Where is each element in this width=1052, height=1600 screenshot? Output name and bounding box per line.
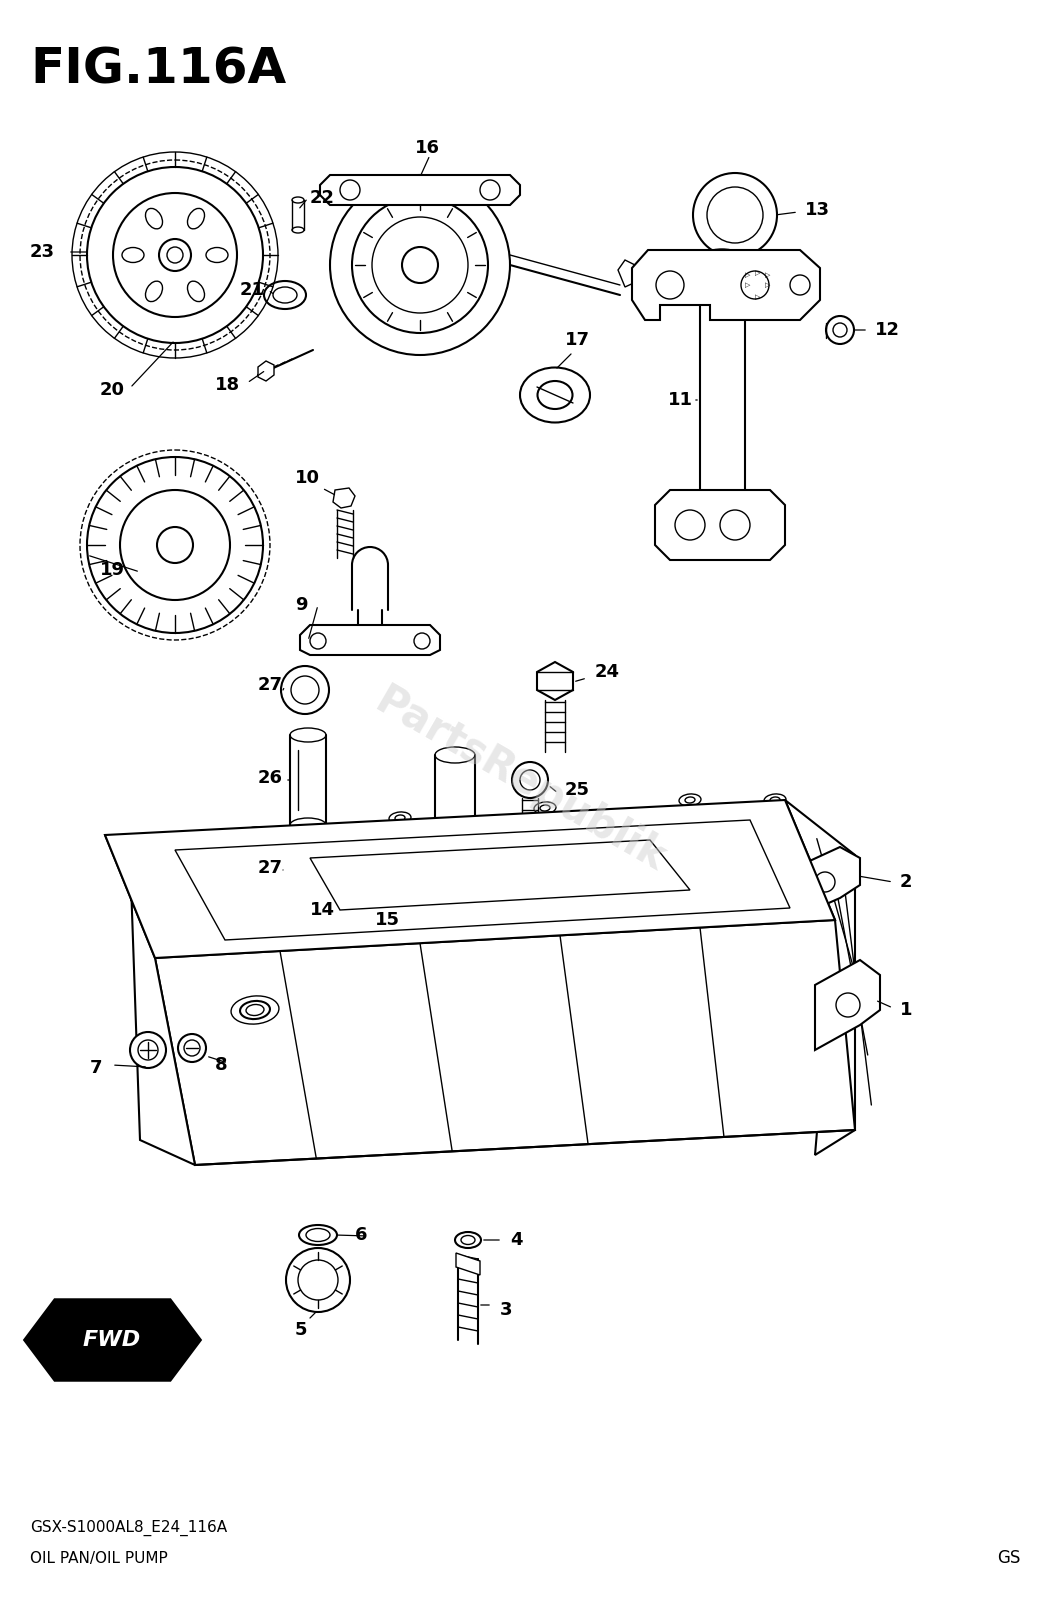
Text: 11: 11: [668, 390, 693, 410]
Text: 1: 1: [901, 1002, 912, 1019]
Text: 14: 14: [310, 901, 335, 918]
Circle shape: [402, 246, 438, 283]
Circle shape: [826, 317, 854, 344]
Text: 27: 27: [258, 675, 283, 694]
Text: ▷: ▷: [755, 294, 761, 301]
Text: 16: 16: [414, 139, 440, 157]
Text: GS: GS: [996, 1549, 1020, 1566]
Circle shape: [340, 179, 360, 200]
Circle shape: [159, 238, 191, 270]
Text: 23: 23: [31, 243, 55, 261]
Text: 22: 22: [310, 189, 335, 206]
Text: 13: 13: [805, 202, 830, 219]
Ellipse shape: [699, 250, 745, 270]
Circle shape: [157, 526, 193, 563]
Text: 18: 18: [215, 376, 240, 394]
Circle shape: [87, 458, 263, 634]
Ellipse shape: [290, 818, 326, 832]
Text: FIG.116A: FIG.116A: [31, 45, 286, 93]
Circle shape: [693, 173, 777, 258]
Ellipse shape: [490, 840, 550, 875]
Ellipse shape: [343, 851, 398, 885]
Circle shape: [512, 762, 548, 798]
Ellipse shape: [250, 830, 260, 837]
Text: 26: 26: [258, 770, 283, 787]
Circle shape: [330, 174, 510, 355]
Circle shape: [480, 179, 500, 200]
Polygon shape: [105, 800, 835, 958]
Polygon shape: [815, 960, 881, 1050]
Text: 3: 3: [500, 1301, 512, 1318]
Polygon shape: [258, 362, 274, 381]
Polygon shape: [655, 490, 785, 560]
Circle shape: [130, 1032, 166, 1069]
Text: 20: 20: [100, 381, 125, 398]
Circle shape: [281, 666, 329, 714]
Polygon shape: [785, 800, 855, 1155]
Text: 5: 5: [295, 1322, 307, 1339]
Polygon shape: [320, 174, 520, 205]
Text: 27: 27: [258, 859, 283, 877]
Polygon shape: [618, 259, 638, 286]
Text: OIL PAN/OIL PUMP: OIL PAN/OIL PUMP: [31, 1550, 167, 1565]
Text: 9: 9: [295, 595, 307, 614]
Text: ▷: ▷: [765, 282, 770, 288]
Polygon shape: [25, 1299, 200, 1379]
Polygon shape: [632, 250, 820, 320]
Polygon shape: [105, 835, 195, 1165]
Ellipse shape: [434, 747, 476, 763]
Ellipse shape: [456, 1232, 481, 1248]
Ellipse shape: [290, 728, 326, 742]
Ellipse shape: [540, 805, 550, 811]
Polygon shape: [333, 488, 355, 509]
Ellipse shape: [434, 858, 476, 874]
Text: FWD: FWD: [83, 1330, 141, 1350]
Circle shape: [281, 846, 329, 894]
Text: PartsRepublik: PartsRepublik: [367, 680, 672, 880]
Text: 10: 10: [295, 469, 320, 486]
Ellipse shape: [685, 797, 695, 803]
Ellipse shape: [240, 1002, 270, 1019]
Ellipse shape: [394, 814, 405, 821]
Circle shape: [167, 246, 183, 262]
Ellipse shape: [145, 845, 155, 851]
Text: 25: 25: [565, 781, 590, 798]
Text: ▷: ▷: [745, 282, 750, 288]
Text: ▷: ▷: [765, 272, 770, 278]
Text: 15: 15: [375, 910, 400, 930]
Polygon shape: [300, 626, 440, 654]
Polygon shape: [790, 846, 859, 920]
Ellipse shape: [520, 368, 590, 422]
Text: 6: 6: [355, 1226, 367, 1245]
Text: 21: 21: [240, 282, 265, 299]
Polygon shape: [537, 662, 573, 701]
Ellipse shape: [643, 832, 697, 864]
Text: 17: 17: [565, 331, 590, 349]
Text: 4: 4: [510, 1230, 523, 1250]
Ellipse shape: [190, 862, 250, 898]
Text: 24: 24: [595, 662, 620, 682]
Text: ▷: ▷: [755, 270, 761, 275]
Ellipse shape: [770, 797, 780, 803]
Text: 12: 12: [875, 322, 901, 339]
Polygon shape: [155, 920, 855, 1165]
Ellipse shape: [433, 882, 477, 899]
Text: GSX-S1000AL8_E24_116A: GSX-S1000AL8_E24_116A: [31, 1520, 227, 1536]
Ellipse shape: [299, 1226, 337, 1245]
Text: ▷: ▷: [745, 272, 750, 278]
Text: 8: 8: [215, 1056, 227, 1074]
Circle shape: [286, 1248, 350, 1312]
Text: 19: 19: [100, 562, 125, 579]
Text: 7: 7: [90, 1059, 102, 1077]
Polygon shape: [456, 1253, 480, 1275]
Text: 2: 2: [901, 874, 912, 891]
Circle shape: [178, 1034, 206, 1062]
